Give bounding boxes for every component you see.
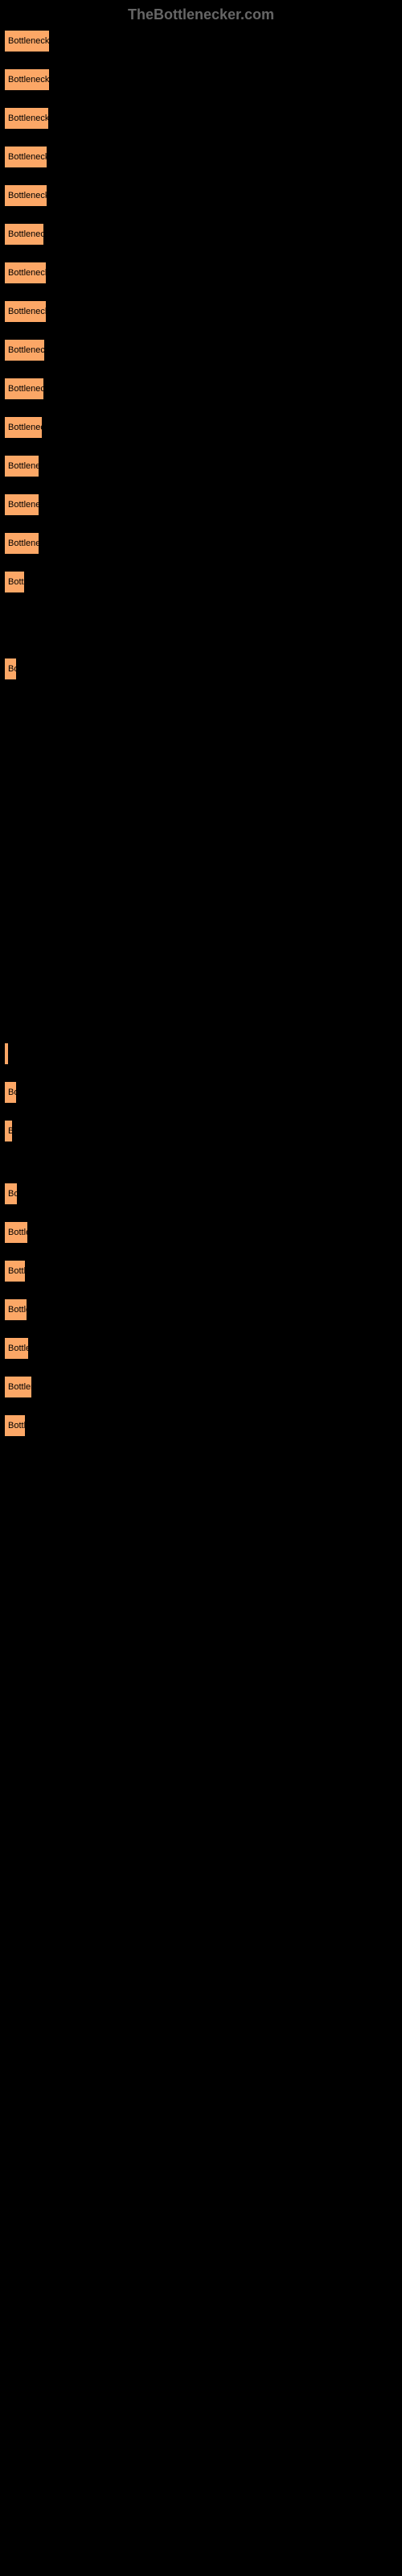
bar-row: B: [4, 1120, 398, 1142]
gap: [4, 696, 398, 1042]
bar: B: [4, 1120, 13, 1142]
bar: Bottleneck r: [4, 300, 47, 323]
bar-row: Bottlenec: [4, 493, 398, 516]
bar-row: Bottleneck: [4, 223, 398, 246]
bar-row: Bottleneck r: [4, 300, 398, 323]
bar: Bottleneck re: [4, 30, 50, 52]
bar-row: Bottle: [4, 1337, 398, 1360]
bar-row: Bo: [4, 658, 398, 680]
bar: Bottleneck: [4, 416, 43, 439]
bar-row: Bottleneck r: [4, 184, 398, 207]
bar: [4, 1042, 9, 1065]
bar: Bottle: [4, 1298, 27, 1321]
bar: Bottl: [4, 571, 25, 593]
bar: Bo: [4, 658, 17, 680]
watermark-text: TheBottlenecker.com: [0, 0, 402, 30]
bar: Bottle: [4, 1337, 29, 1360]
bar: Bo: [4, 1183, 18, 1205]
bar-row: Bottlenec: [4, 455, 398, 477]
bar-row: Bottleneck r: [4, 146, 398, 168]
bar-row: Bottleneck: [4, 339, 398, 361]
bar: Bottlenec: [4, 532, 39, 555]
bar: Bottlenec: [4, 493, 39, 516]
bar-row: Bottlenec: [4, 532, 398, 555]
bar-row: Bottle: [4, 1221, 398, 1244]
bar: Bottleneck r: [4, 262, 47, 284]
bar-row: Bo: [4, 1081, 398, 1104]
bar-row: Bottle: [4, 1298, 398, 1321]
gap: [4, 609, 398, 658]
bar-row: Bottleneck re: [4, 30, 398, 52]
bar: Bottleneck re: [4, 68, 50, 91]
bar-row: Bottleneck r: [4, 262, 398, 284]
bar: Bottl: [4, 1414, 26, 1437]
bar-row: [4, 1042, 398, 1065]
bar-row: Bottlen: [4, 1376, 398, 1398]
bar-row: Bottl: [4, 1414, 398, 1437]
bar-row: Bottleneck: [4, 416, 398, 439]
bar-row: Bottleneck: [4, 378, 398, 400]
bar-row: Bottleneck re: [4, 107, 398, 130]
gap: [4, 1158, 398, 1183]
bar: Bottleneck r: [4, 184, 47, 207]
bar: Bottleneck: [4, 223, 44, 246]
bar: Bottleneck: [4, 339, 45, 361]
bar: Bo: [4, 1081, 17, 1104]
bar: Bottleneck re: [4, 107, 49, 130]
bar-row: Bottl: [4, 571, 398, 593]
bar: Bottlen: [4, 1376, 32, 1398]
bar: Bottle: [4, 1221, 28, 1244]
bar-row: Bottl: [4, 1260, 398, 1282]
bar: Bottl: [4, 1260, 26, 1282]
bar: Bottleneck r: [4, 146, 47, 168]
bar-row: Bo: [4, 1183, 398, 1205]
bar: Bottlenec: [4, 455, 39, 477]
bar-chart: Bottleneck re Bottleneck re Bottleneck re B…: [0, 30, 402, 1437]
bar-row: Bottleneck re: [4, 68, 398, 91]
bar: Bottleneck: [4, 378, 44, 400]
